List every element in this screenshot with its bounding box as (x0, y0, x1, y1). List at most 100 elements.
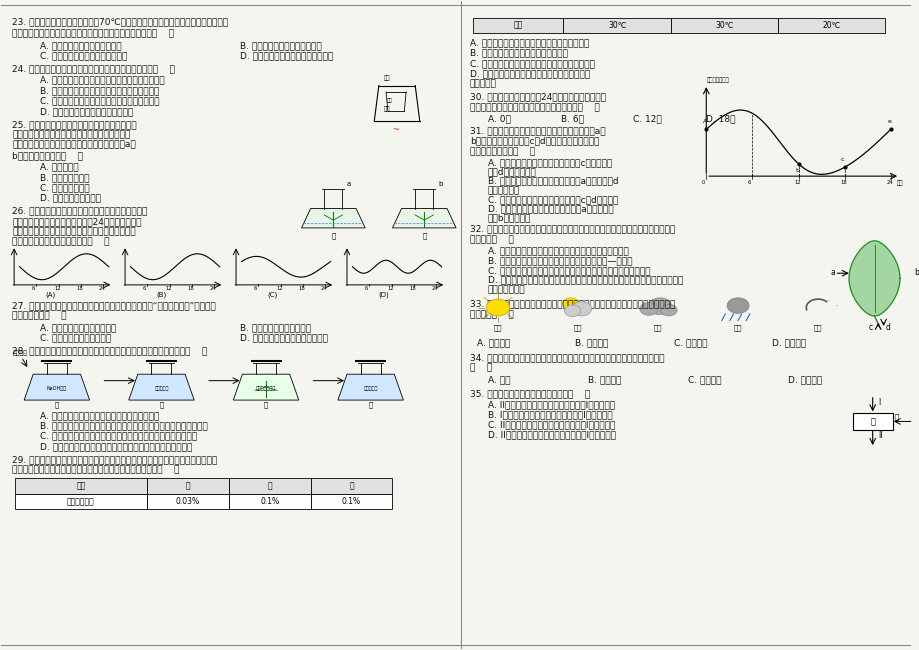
Polygon shape (129, 374, 194, 400)
Text: 26. 某学生在玻璃温室里进行植物栽培实验，为此他对: 26. 某学生在玻璃温室里进行植物栽培实验，为此他对 (12, 207, 148, 216)
Text: 半阴: 半阴 (573, 324, 582, 331)
FancyBboxPatch shape (15, 478, 147, 494)
Text: C. 装置丙中的植物吸收剩余的种子，装置丁中也会出现浑浊现象: C. 装置丙中的植物吸收剩余的种子，装置丁中也会出现浑浊现象 (40, 432, 197, 441)
Text: 阴天: 阴天 (653, 324, 662, 331)
Text: 丙: 丙 (264, 402, 267, 408)
Text: C. 12点: C. 12点 (633, 114, 662, 124)
Text: D. 一氧化碳: D. 一氧化碳 (788, 375, 822, 384)
Text: 甲: 甲 (331, 233, 335, 239)
Text: c: c (868, 323, 872, 332)
Text: 30℃: 30℃ (607, 21, 626, 30)
Text: C. 根毛吸水: C. 根毛吸水 (673, 339, 706, 348)
Text: 30. 右图为蔬菜大棚内一天24小时二氧化碳含量的变: 30. 右图为蔬菜大棚内一天24小时二氧化碳含量的变 (470, 93, 605, 101)
Text: C. II是呼吸作用，乙是水和二氧化碳，I是光合作用: C. II是呼吸作用，乙是水和二氧化碳，I是光合作用 (487, 420, 615, 429)
Text: 23. 将一片刚摘下的叶片浸在盛有70℃左右热水的烧杯中，叶片的表面产生了许多气: 23. 将一片刚摘下的叶片浸在盛有70℃左右热水的烧杯中，叶片的表面产生了许多气 (12, 18, 228, 27)
Polygon shape (337, 374, 403, 400)
Text: 晴天: 晴天 (494, 324, 502, 331)
Text: D. II是呼吸作用，乙是有机物和氧气，I是光合作用: D. II是呼吸作用，乙是有机物和氧气，I是光合作用 (487, 430, 616, 439)
Text: C. 煮沸一段时间后，小烧杯中的酒精会变成绿色: C. 煮沸一段时间后，小烧杯中的酒精会变成绿色 (40, 97, 159, 105)
Text: 34. 为了抑制蔬菜水果的呼吸，往往向贮存的仓库里通入适量气体的主要成分是: 34. 为了抑制蔬菜水果的呼吸，往往向贮存的仓库里通入适量气体的主要成分是 (470, 353, 664, 362)
Text: 35. 右图中若甲代表水和二氧化碳，则（    ）: 35. 右图中若甲代表水和二氧化碳，则（ ） (470, 389, 589, 398)
Text: 夜晚: 夜晚 (813, 324, 822, 331)
Text: C. 光合作用的原料之一水，它由根吸收，通过筛管运输到叶绿体中: C. 光合作用的原料之一水，它由根吸收，通过筛管运输到叶绿体中 (487, 266, 650, 275)
Text: B. 根本原因是由基因决定的: B. 根本原因是由基因决定的 (240, 323, 311, 332)
Text: 24: 24 (431, 286, 437, 291)
Text: 甲: 甲 (186, 482, 190, 491)
Text: 0.1%: 0.1% (260, 497, 279, 506)
Text: 32. 光合作用和呼吸作用是相互依存的，没有光合作用，生物将无法生存，下列叙述: 32. 光合作用和呼吸作用是相互依存的，没有光合作用，生物将无法生存，下列叙述 (470, 225, 675, 234)
Text: 大棚: 大棚 (76, 482, 85, 491)
FancyBboxPatch shape (852, 413, 891, 430)
Text: 24: 24 (885, 180, 892, 185)
FancyBboxPatch shape (311, 494, 392, 510)
Text: C. 这是长期自然选择的结果: C. 这是长期自然选择的结果 (40, 333, 110, 343)
Text: D. 因为鱼只吃水草，不吃其他食物: D. 因为鱼只吃水草，不吃其他食物 (240, 333, 327, 343)
Text: 泡，而且实验显示叶片背面的气泡比正面多，由此可以说明（    ）: 泡，而且实验显示叶片背面的气泡比正面多，由此可以说明（ ） (12, 29, 174, 38)
Text: B. 呼吸作用: B. 呼吸作用 (574, 339, 608, 348)
Text: D. 可以构成两组对照实验，变量分别是温度和二: D. 可以构成两组对照实验，变量分别是温度和二 (470, 70, 589, 79)
Circle shape (563, 305, 580, 317)
Text: A. 该实验可用于检验植物呼吸作用产生二氧化碳: A. 该实验可用于检验植物呼吸作用产生二氧化碳 (40, 411, 159, 420)
Circle shape (485, 299, 509, 316)
Text: C. 二氧化硫: C. 二氧化硫 (687, 375, 720, 384)
Text: b: b (437, 181, 442, 187)
Text: C. 在光照下，叶片进行蒸腾作用进，c和d都表示水: C. 在光照下，叶片进行蒸腾作用进，c和d都表示水 (487, 195, 618, 204)
Circle shape (571, 302, 591, 316)
Text: 行了种植实验：（其他条件相同）对该种植实验分析错误的是（    ）: 行了种植实验：（其他条件相同）对该种植实验分析错误的是（ ） (12, 465, 179, 474)
Circle shape (647, 298, 671, 315)
Text: 6: 6 (747, 180, 751, 185)
Circle shape (562, 298, 578, 309)
Text: 20℃: 20℃ (822, 21, 840, 30)
Text: 澄清石灰水: 澄清石灰水 (154, 386, 168, 391)
Text: 述中错误的是（    ）: 述中错误的是（ ） (12, 311, 67, 320)
Text: .: . (826, 293, 830, 303)
Text: 乙: 乙 (267, 482, 272, 491)
Text: 充入空气: 充入空气 (12, 350, 28, 356)
Polygon shape (301, 209, 365, 228)
FancyBboxPatch shape (147, 494, 229, 510)
Text: b可通过气孔进出叶片，c、d可通过叶柄进出叶片，: b可通过气孔进出叶片，c、d可通过叶柄进出叶片， (470, 136, 598, 146)
Text: 12: 12 (793, 180, 800, 185)
Text: 29. 为了探究影响大棚产量的因素，某校生物科技小组在三个大棚内，按下表要求进: 29. 为了探究影响大棚产量的因素，某校生物科技小组在三个大棚内，按下表要求进 (12, 455, 217, 464)
Text: 乙: 乙 (893, 414, 898, 421)
Text: 12: 12 (165, 286, 172, 291)
FancyBboxPatch shape (147, 478, 229, 494)
FancyBboxPatch shape (562, 18, 670, 33)
Text: B. I是光合作用，乙是有机物和氧气，I是呼吸作用: B. I是光合作用，乙是有机物和氧气，I是呼吸作用 (487, 410, 612, 419)
Text: C. 叶片背面表皮上的气孔比正面多: C. 叶片背面表皮上的气孔比正面多 (40, 51, 127, 60)
Text: A. 光合作用: A. 光合作用 (477, 339, 510, 348)
Text: B. 二氧化碳: B. 二氧化碳 (587, 375, 620, 384)
Text: A. 氧气、氧气: A. 氧气、氧气 (40, 162, 78, 172)
Text: 31. 右图中的箭头表示不同物质的运动方向，其中a、: 31. 右图中的箭头表示不同物质的运动方向，其中a、 (470, 126, 605, 135)
Text: B. 乙丙构成一组对照实验，变量是温度: B. 乙丙构成一组对照实验，变量是温度 (470, 49, 567, 58)
Text: 12: 12 (276, 286, 282, 291)
Text: D. 若装置丙不遮光，从装置丁出来的气体能使大量的木条复燃: D. 若装置丙不遮光，从装置丁出来的气体能使大量的木条复燃 (40, 442, 192, 451)
Text: 实验装置，其中，乙装置罩上不透光的纸盒，几小: 实验装置，其中，乙装置罩上不透光的纸盒，几小 (12, 130, 130, 139)
Polygon shape (233, 374, 299, 400)
Text: B. 二氧化碳、氧气: B. 二氧化碳、氧气 (40, 173, 89, 182)
Text: (C): (C) (267, 291, 277, 298)
Text: 遮光的透明容器: 遮光的透明容器 (255, 386, 276, 391)
Text: 乙: 乙 (159, 402, 164, 408)
Text: B. 叶片正面的呼吸作用比背面强: B. 叶片正面的呼吸作用比背面强 (240, 41, 321, 50)
Text: 化曲线，一天当中，有机物积累最多的时间是（    ）: 化曲线，一天当中，有机物积累最多的时间是（ ） (470, 103, 599, 112)
Text: A. 在光照下，叶片进行光合作用时，c通过导管运: A. 在光照下，叶片进行光合作用时，c通过导管运 (487, 159, 611, 168)
Text: B. 小烧杯中酒精的作用是检验叶片中是否有淀粉: B. 小烧杯中酒精的作用是检验叶片中是否有淀粉 (40, 86, 159, 95)
Text: 二氧化碳的含量: 二氧化碳的含量 (707, 78, 729, 83)
Text: 时间，纵坐标为二氧化碳浓度）（    ）: 时间，纵坐标为二氧化碳浓度）（ ） (12, 238, 109, 246)
Text: 室内空气中的二氧化碳含量时行了24小时测定，如下: 室内空气中的二氧化碳含量时行了24小时测定，如下 (12, 217, 142, 226)
Text: 24. 右图所示是某实验过程的装置图，下列叙述正确的是（    ）: 24. 右图所示是某实验过程的装置图，下列叙述正确的是（ ） (12, 64, 175, 73)
Text: 6: 6 (142, 286, 146, 291)
Text: 正确的是（    ）: 正确的是（ ） (470, 235, 513, 244)
Text: 作用释放出来的: 作用释放出来的 (487, 285, 525, 294)
Text: (D): (D) (378, 291, 388, 298)
Text: (B): (B) (156, 291, 166, 298)
Text: 6: 6 (254, 286, 257, 291)
FancyBboxPatch shape (472, 18, 562, 33)
Text: A. 直接原因是其呼吸器官是鳃: A. 直接原因是其呼吸器官是鳃 (40, 323, 116, 332)
Text: 18: 18 (187, 286, 194, 291)
Text: 甲: 甲 (55, 402, 59, 408)
Text: a: a (346, 181, 351, 187)
Text: II: II (878, 431, 881, 440)
Polygon shape (24, 374, 89, 400)
